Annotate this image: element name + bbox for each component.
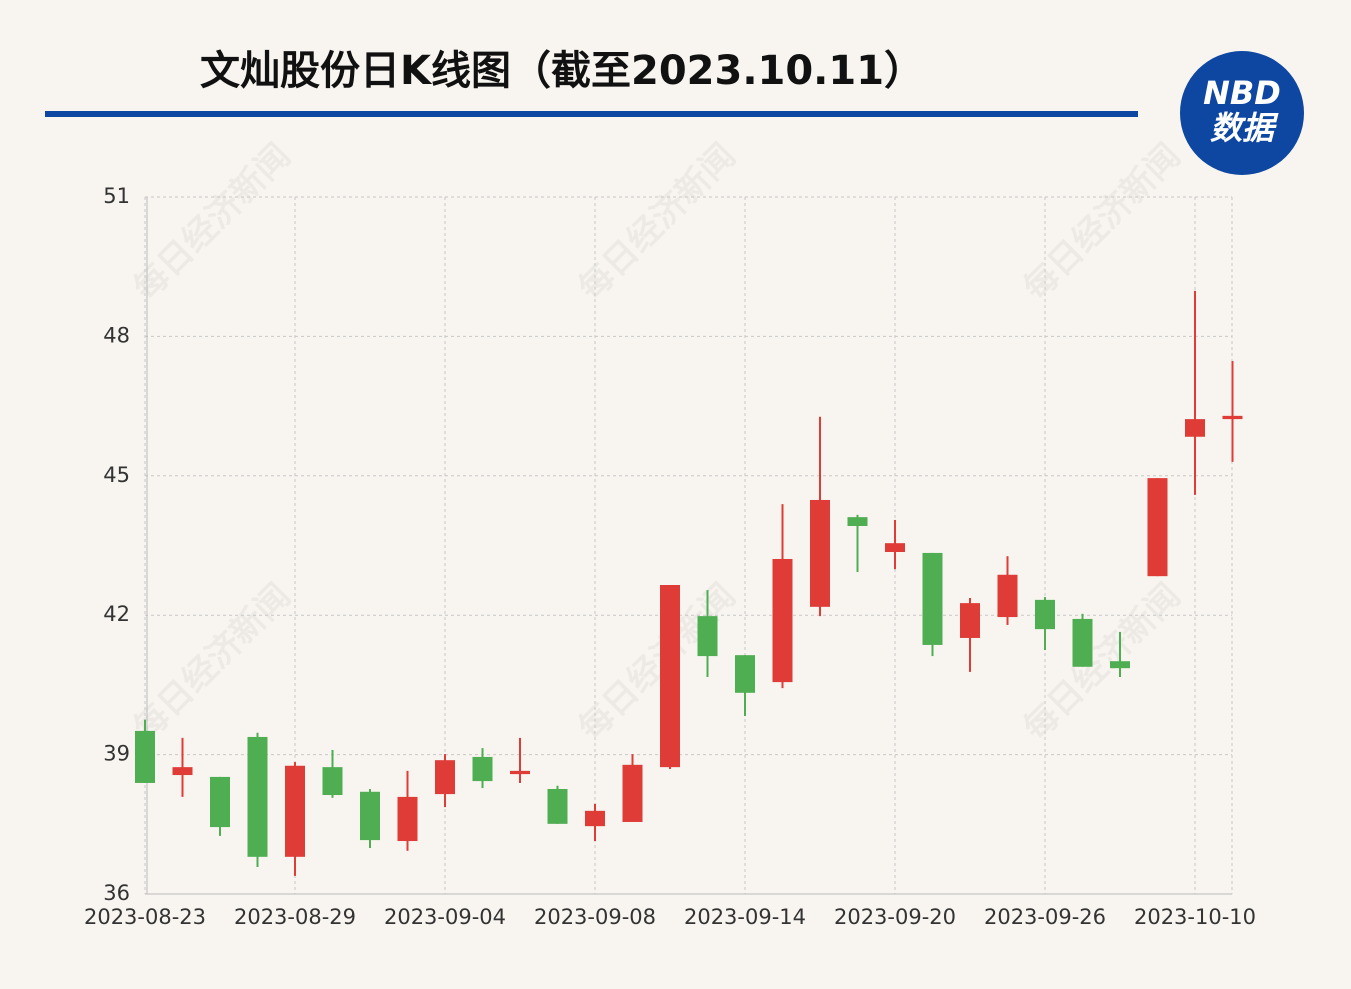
candle-body xyxy=(735,655,755,693)
title-rule xyxy=(45,111,1138,117)
x-tick-label: 2023-09-20 xyxy=(834,905,956,929)
candle-body xyxy=(810,499,830,607)
y-tick-label: 48 xyxy=(103,323,130,347)
candle-body xyxy=(772,558,793,683)
candle-body xyxy=(397,796,418,842)
logo-bottom: 数据 xyxy=(1210,109,1279,147)
candle-body xyxy=(547,788,568,824)
candle-body xyxy=(285,765,305,857)
candle-body xyxy=(472,756,493,782)
x-tick-label: 2023-09-04 xyxy=(384,905,506,929)
watermark: 每日经济新闻 xyxy=(571,576,744,749)
candle-body xyxy=(922,552,943,645)
candle-body xyxy=(210,776,230,828)
watermark: 每日经济新闻 xyxy=(571,136,744,309)
candle-body xyxy=(585,810,605,827)
x-tick-label: 2023-09-08 xyxy=(534,905,656,929)
candle-body xyxy=(997,574,1018,618)
candle-body xyxy=(510,770,530,775)
candle-body xyxy=(847,517,868,526)
candle-body xyxy=(622,764,643,822)
watermark: 每日经济新闻 xyxy=(1016,136,1189,309)
candle-body xyxy=(1185,419,1205,437)
logo xyxy=(1180,51,1304,175)
watermark: 每日经济新闻 xyxy=(126,136,299,309)
x-tick-label: 2023-09-26 xyxy=(984,905,1106,929)
candle-body xyxy=(247,736,268,857)
candle-body xyxy=(172,767,193,776)
candle-body xyxy=(135,730,155,783)
candle-body xyxy=(1147,478,1168,577)
y-tick-label: 36 xyxy=(103,881,130,905)
chart-title: 文灿股份日K线图（截至2023.10.11） xyxy=(200,48,924,94)
x-tick-label: 2023-09-14 xyxy=(684,905,806,929)
logo-top: NBD xyxy=(1203,74,1281,112)
x-tick-label: 2023-10-10 xyxy=(1134,905,1256,929)
candle-body xyxy=(1222,415,1243,420)
candle-body xyxy=(960,603,980,638)
x-tick-label: 2023-08-29 xyxy=(234,905,356,929)
y-tick-label: 39 xyxy=(103,742,130,766)
candle-body xyxy=(697,616,718,657)
candle-body xyxy=(660,584,680,768)
candle-body xyxy=(885,543,905,553)
x-tick-label: 2023-08-23 xyxy=(84,905,206,929)
candle-body xyxy=(322,767,343,796)
y-tick-label: 42 xyxy=(103,602,130,626)
candle-body xyxy=(1110,661,1130,669)
watermark: 每日经济新闻 xyxy=(126,576,299,749)
candle-body xyxy=(360,791,380,841)
candle-body xyxy=(435,760,455,795)
candle-body xyxy=(1035,599,1055,630)
y-tick-label: 51 xyxy=(103,184,130,208)
candle-body xyxy=(1072,618,1093,667)
y-tick-label: 45 xyxy=(103,463,130,487)
